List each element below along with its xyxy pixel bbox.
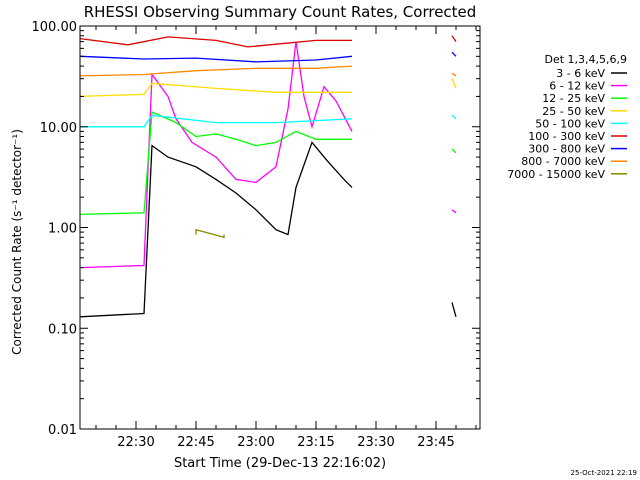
x-tick-label: 23:15 xyxy=(297,435,334,450)
y-tick-label: 100.00 xyxy=(32,20,78,35)
legend-title: Det 1,3,4,5,6,9 xyxy=(544,53,627,66)
legend-label: 3 - 6 keV xyxy=(556,67,605,80)
series-line xyxy=(451,72,457,77)
series-line xyxy=(79,141,353,318)
legend-label: 800 - 7000 keV xyxy=(521,155,605,168)
x-tick-label: 22:45 xyxy=(177,435,214,450)
x-tick-label: 23:45 xyxy=(417,435,454,450)
series-line xyxy=(451,302,457,317)
series-line xyxy=(451,209,457,214)
x-tick-label: 23:30 xyxy=(357,435,394,450)
legend-label: 25 - 50 keV xyxy=(542,105,605,118)
series-line xyxy=(79,82,352,98)
y-tick-label: 0.01 xyxy=(48,423,77,438)
y-tick-label: 10.00 xyxy=(40,121,77,136)
legend-label: 50 - 100 keV xyxy=(535,117,605,130)
plot-area xyxy=(79,35,457,318)
legend-label: 6 - 12 keV xyxy=(549,80,605,93)
legend-label: 100 - 300 keV xyxy=(528,130,605,143)
series-line xyxy=(79,55,353,63)
y-axis: 0.01 0.10 1.00 10.00 100.00 xyxy=(32,20,480,438)
chart-title: RHESSI Observing Summary Count Rates, Co… xyxy=(84,3,477,21)
series-line xyxy=(451,148,457,154)
series-line xyxy=(79,41,353,269)
series-line xyxy=(79,111,352,216)
legend-label: 300 - 800 keV xyxy=(528,143,605,156)
x-tick-label: 22:30 xyxy=(117,435,154,450)
series-line xyxy=(79,36,352,48)
series-line xyxy=(451,35,457,42)
y-axis-label: Corrected Count Rate (s⁻¹ detector⁻¹) xyxy=(10,129,24,355)
footer-timestamp: 25-Oct-2021 22:19 xyxy=(571,469,637,477)
series-line xyxy=(451,78,457,89)
series-line xyxy=(451,114,457,120)
legend-label: 12 - 25 keV xyxy=(542,92,605,105)
x-tick-label: 23:00 xyxy=(237,435,274,450)
x-axis-label: Start Time (29-Dec-13 22:16:02) xyxy=(174,456,386,471)
series-line xyxy=(79,65,353,77)
x-axis: 22:30 22:45 23:00 23:15 23:30 23:45 xyxy=(95,26,477,450)
series-line xyxy=(451,51,457,57)
y-tick-label: 0.10 xyxy=(48,322,77,337)
y-tick-label: 1.00 xyxy=(48,222,77,237)
series-line xyxy=(80,114,353,128)
series-line xyxy=(195,228,225,239)
legend-label: 7000 - 15000 keV xyxy=(507,168,605,181)
